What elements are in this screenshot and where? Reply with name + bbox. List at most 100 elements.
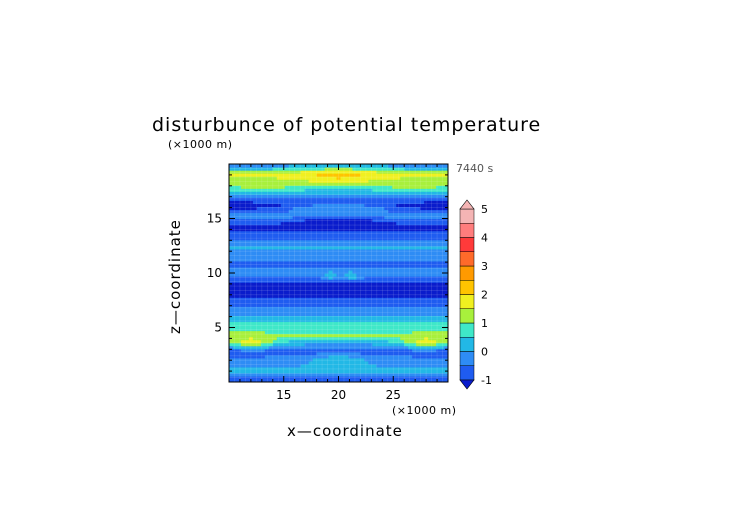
heatmap-cell	[400, 297, 405, 301]
heatmap-cell	[340, 176, 346, 180]
heatmap-cell	[272, 321, 278, 326]
heatmap-cell	[292, 321, 298, 326]
heatmap-cell	[229, 309, 234, 313]
heatmap-cell	[412, 242, 417, 247]
heatmap-cell	[328, 257, 334, 262]
heatmap-cell	[324, 245, 330, 250]
heatmap-cell	[300, 179, 306, 183]
heatmap-cell	[408, 312, 413, 316]
heatmap-cell	[248, 330, 254, 335]
heatmap-cell	[428, 221, 433, 226]
heatmap-cell	[324, 300, 330, 304]
heatmap-cell	[324, 233, 330, 238]
heatmap-cell	[388, 360, 393, 365]
heatmap-cell	[340, 333, 346, 338]
heatmap-cell	[260, 327, 266, 332]
heatmap-cell	[300, 167, 306, 171]
heatmap-cell	[236, 194, 242, 198]
heatmap-cell	[284, 300, 290, 304]
heatmap-cell	[444, 260, 448, 265]
heatmap-cell	[316, 357, 322, 362]
heatmap-cell	[340, 309, 346, 313]
heatmap-cell	[436, 224, 441, 229]
heatmap-cell	[284, 197, 290, 201]
heatmap-cell	[244, 357, 250, 362]
heatmap-cell	[432, 209, 437, 214]
heatmap-cell	[316, 173, 322, 177]
heatmap-cell	[268, 197, 274, 201]
heatmap-cell	[336, 279, 342, 283]
heatmap-cell	[416, 269, 421, 274]
heatmap-cell	[360, 230, 365, 235]
heatmap-cell	[280, 327, 286, 332]
heatmap-cell	[388, 266, 393, 271]
heatmap-cell	[420, 194, 425, 198]
heatmap-cell	[252, 345, 258, 350]
heatmap-cell	[356, 315, 361, 320]
heatmap-cell	[384, 351, 389, 356]
heatmap-cell	[236, 242, 242, 247]
heatmap-cell	[296, 173, 302, 177]
heatmap-cell	[229, 269, 234, 274]
heatmap-cell	[384, 303, 389, 307]
heatmap-cell	[288, 266, 294, 271]
heatmap-cell	[396, 191, 401, 195]
heatmap-cell	[368, 191, 373, 195]
heatmap-cell	[376, 173, 381, 177]
heatmap-cell	[256, 251, 262, 256]
heatmap-cell	[392, 315, 397, 320]
heatmap-cell	[352, 164, 358, 168]
heatmap-cell	[348, 285, 354, 289]
heatmap-cell	[284, 182, 290, 186]
heatmap-cell	[420, 263, 425, 268]
heatmap-cell	[432, 339, 437, 344]
heatmap-cell	[292, 185, 298, 189]
heatmap-cell	[420, 248, 425, 253]
heatmap-cell	[284, 206, 290, 211]
heatmap-cell	[440, 285, 445, 289]
heatmap-cell	[400, 224, 405, 229]
heatmap-cell	[332, 327, 338, 332]
heatmap-cell	[320, 206, 326, 211]
heatmap-cell	[364, 194, 369, 198]
heatmap-cell	[444, 348, 448, 353]
heatmap-cell	[392, 372, 397, 377]
heatmap-cell	[260, 285, 266, 289]
heatmap-cell	[272, 224, 278, 229]
heatmap-cell	[304, 173, 310, 177]
heatmap-cell	[384, 212, 389, 217]
heatmap-cell	[360, 167, 365, 171]
heatmap-cell	[392, 233, 397, 238]
heatmap-cell	[356, 327, 361, 332]
heatmap-cell	[252, 167, 258, 171]
heatmap-cell	[376, 291, 381, 295]
heatmap-cell	[408, 206, 413, 211]
heatmap-cell	[288, 318, 294, 323]
heatmap-cell	[364, 269, 369, 274]
heatmap-cell	[420, 167, 425, 171]
heatmap-cell	[264, 194, 270, 198]
heatmap-cell	[229, 176, 234, 180]
heatmap-cell	[400, 294, 405, 298]
heatmap-cell	[372, 248, 377, 253]
heatmap-cell	[404, 366, 409, 371]
heatmap-cell	[340, 167, 346, 171]
heatmap-cell	[332, 339, 338, 344]
heatmap-cell	[424, 218, 429, 223]
heatmap-cell	[320, 191, 326, 195]
heatmap-cell	[420, 200, 425, 204]
heatmap-cell	[416, 291, 421, 295]
heatmap-cell	[336, 221, 342, 226]
heatmap-cell	[348, 339, 354, 344]
heatmap-cell	[280, 342, 286, 347]
heatmap-cell	[444, 315, 448, 320]
heatmap-cell	[432, 291, 437, 295]
heatmap-cell	[296, 251, 302, 256]
heatmap-cell	[268, 360, 274, 365]
heatmap-cell	[384, 236, 389, 241]
heatmap-cell	[304, 348, 310, 353]
heatmap-cell	[440, 164, 445, 168]
heatmap-cell	[336, 218, 342, 223]
heatmap-cell	[440, 176, 445, 180]
heatmap-cell	[324, 176, 330, 180]
